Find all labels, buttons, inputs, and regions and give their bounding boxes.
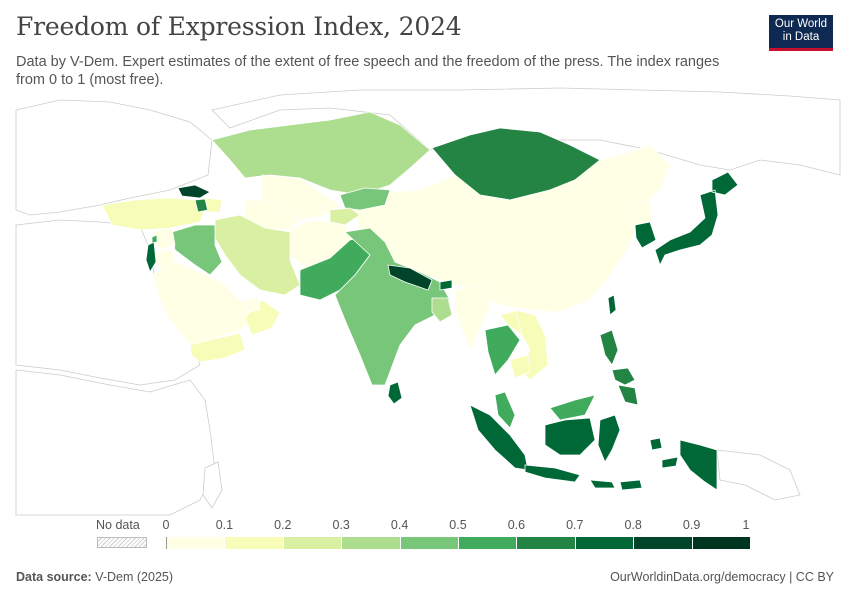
- no-data-regions: [15, 87, 841, 516]
- east-africa-region: [15, 369, 216, 516]
- legend-swatch-3[interactable]: [342, 537, 401, 549]
- legend-tick-7: 0.7: [566, 518, 584, 532]
- legend-tick-3: 0.3: [332, 518, 350, 532]
- png-region: [716, 449, 801, 501]
- data-source-link[interactable]: V-Dem (2025): [95, 570, 174, 584]
- country-indonesia-papua: [679, 439, 718, 491]
- country-bhutan: [439, 279, 453, 291]
- legend-swatch-4[interactable]: [400, 537, 460, 549]
- legend-swatch-9[interactable]: [692, 537, 751, 549]
- country-iran: [214, 214, 301, 296]
- madagascar-region: [202, 461, 223, 509]
- countries: [101, 111, 739, 491]
- country-nepal: [387, 264, 433, 291]
- country-kazakhstan: [211, 111, 431, 196]
- owid-logo[interactable]: Our World in Data: [769, 15, 833, 51]
- country-malaysia: [494, 391, 516, 429]
- legend-tick-1: 0.1: [215, 518, 234, 532]
- country-uae: [242, 297, 261, 313]
- country-indonesia-java: [524, 464, 581, 483]
- country-taiwan: [607, 294, 617, 316]
- country-north-korea: [627, 199, 653, 226]
- legend-tick-2: 0.2: [274, 518, 292, 532]
- legend-tick-0: 0: [162, 518, 170, 532]
- legend-tick-9: 0.9: [682, 518, 701, 532]
- europe-region: [15, 99, 213, 216]
- country-indonesia-islands: [589, 437, 663, 491]
- country-georgia: [177, 184, 211, 199]
- chart-title: Freedom of Expression Index, 2024: [16, 12, 462, 41]
- legend-tick-5: 0.5: [449, 518, 467, 532]
- legend-tick-4: 0.4: [390, 518, 409, 532]
- chart-subtitle: Data by V-Dem. Expert estimates of the e…: [16, 54, 720, 88]
- country-indonesia-sulawesi: [597, 414, 621, 463]
- credit-link[interactable]: OurWorldinData.org/democracy | CC BY: [610, 570, 834, 584]
- legend-no-data-swatch: [97, 537, 147, 548]
- country-kyrgyzstan: [339, 187, 391, 211]
- country-yemen: [189, 332, 246, 363]
- country-japan: [654, 171, 739, 267]
- legend-swatch-6[interactable]: [517, 537, 576, 549]
- legend-tick-10: 1: [742, 518, 750, 532]
- country-turkey: [101, 197, 206, 231]
- country-lebanon: [151, 234, 158, 244]
- logo-line-1: Our World: [774, 18, 828, 30]
- country-tajikistan: [329, 207, 361, 226]
- country-azerbaijan: [204, 197, 223, 213]
- country-india: [334, 227, 451, 386]
- legend-tick-6: 0.6: [507, 518, 526, 532]
- country-iraq: [171, 224, 223, 276]
- legend-swatch-5[interactable]: [459, 537, 518, 549]
- logo-line-2: in Data: [782, 31, 820, 43]
- legend-swatch-0[interactable]: [166, 537, 226, 549]
- country-south-korea: [634, 221, 657, 249]
- legend-swatch-7[interactable]: [575, 537, 635, 549]
- data-source-label: Data source:: [16, 570, 92, 584]
- legend-no-data-label: No data: [96, 518, 140, 532]
- country-sri-lanka: [387, 381, 403, 405]
- legend-swatch-1[interactable]: [225, 537, 284, 549]
- country-malaysia-borneo: [549, 394, 596, 421]
- data-source: Data source: V-Dem (2025): [16, 570, 173, 584]
- legend-tick-8: 0.8: [624, 518, 642, 532]
- legend-color-scale: [166, 537, 751, 549]
- country-indonesia-borneo: [544, 417, 596, 456]
- country-timor-leste: [661, 456, 679, 469]
- country-bangladesh: [431, 297, 453, 323]
- country-philippines: [599, 329, 639, 406]
- legend-swatch-8[interactable]: [634, 537, 693, 549]
- country-myanmar: [454, 284, 491, 351]
- country-cambodia: [509, 354, 531, 379]
- legend-swatch-2[interactable]: [283, 537, 343, 549]
